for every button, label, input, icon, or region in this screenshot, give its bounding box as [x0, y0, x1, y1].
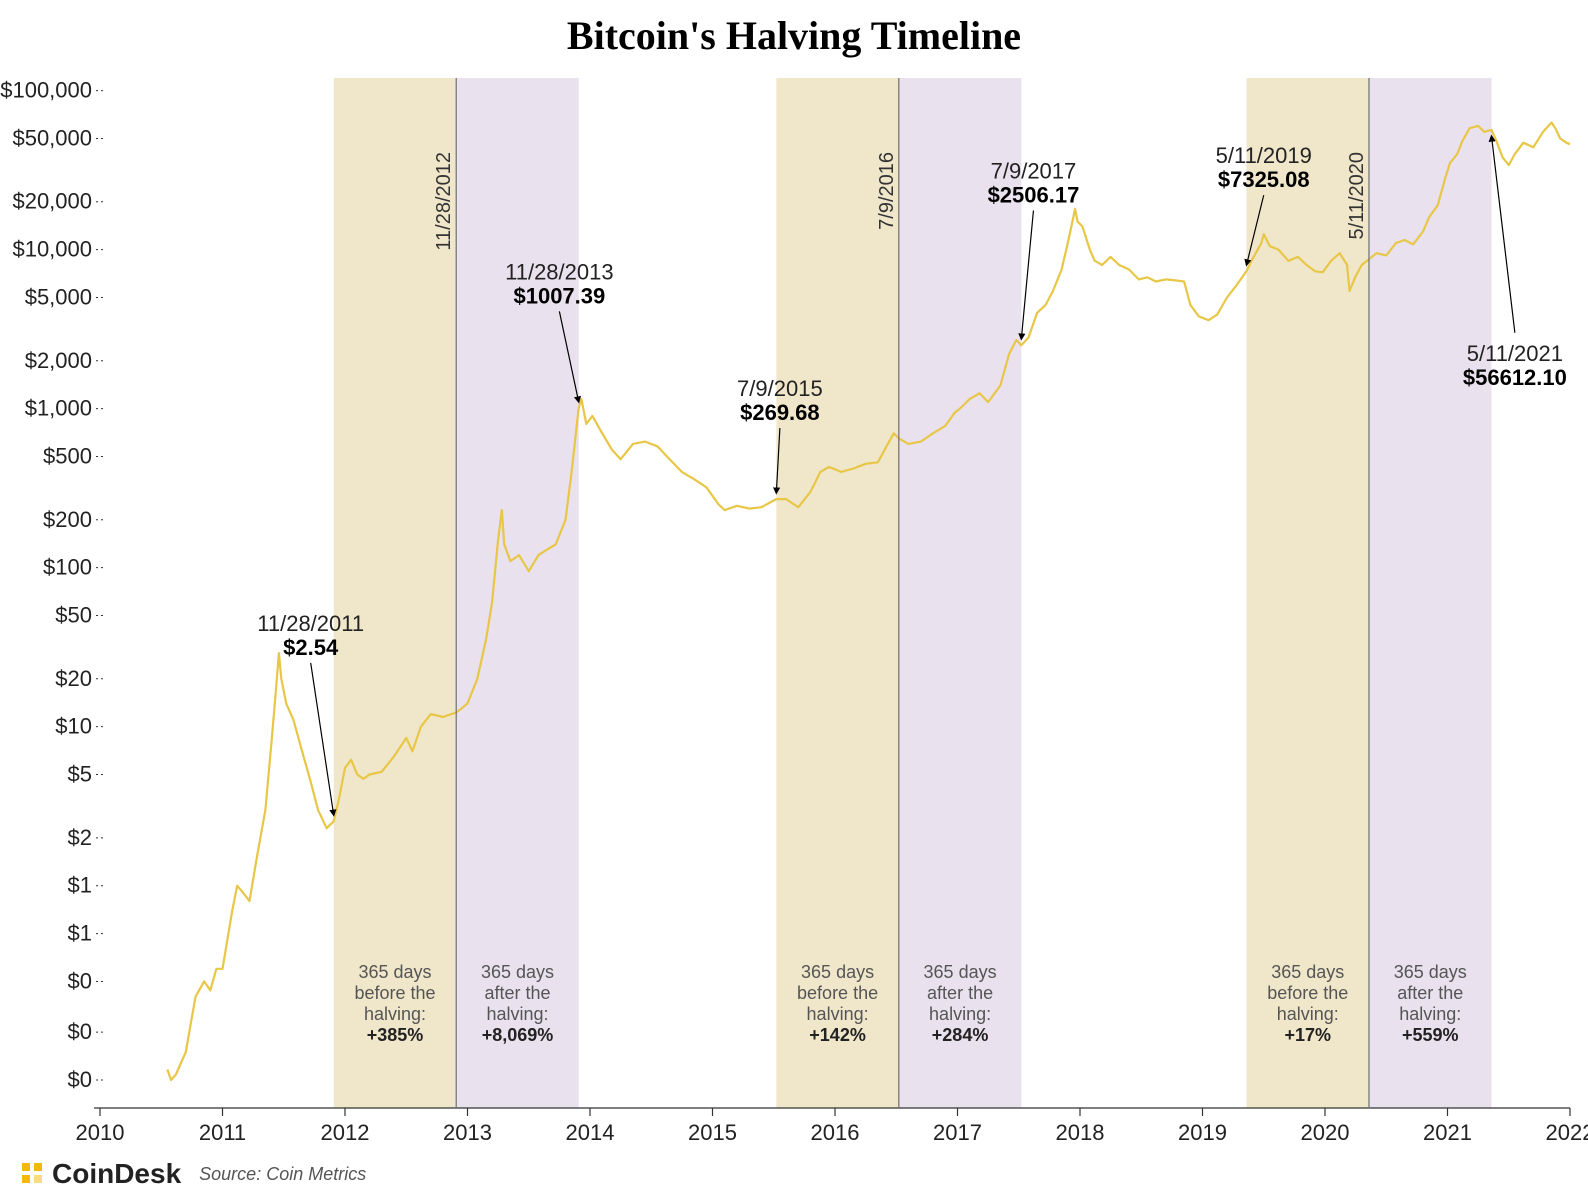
x-tick-label: 2015: [688, 1120, 737, 1145]
band-pct: +17%: [1284, 1025, 1331, 1045]
y-tick-label: $20: [55, 666, 92, 691]
chart-svg: 365 daysbefore thehalving:+385%365 daysa…: [0, 0, 1588, 1198]
band-label: 365 days: [801, 962, 874, 982]
x-tick-label: 2014: [566, 1120, 615, 1145]
band-label: before the: [797, 983, 878, 1003]
annotation-value: $2.54: [283, 635, 339, 660]
halving-date: 5/11/2020: [1346, 152, 1368, 240]
halving-date: 7/9/2016: [876, 152, 898, 230]
band-label: 365 days: [481, 962, 554, 982]
annotation-arrow: [1491, 136, 1514, 333]
x-tick-label: 2010: [76, 1120, 125, 1145]
annotation-date: 7/9/2015: [737, 376, 823, 401]
x-tick-label: 2016: [811, 1120, 860, 1145]
y-tick-label: $2: [68, 825, 92, 850]
y-tick-label: $0: [68, 1019, 92, 1044]
band-label: after the: [927, 983, 993, 1003]
annotation-value: $7325.08: [1218, 167, 1310, 192]
halving-band: [456, 78, 578, 1108]
annotation-date: 5/11/2021: [1467, 341, 1563, 366]
y-tick-label: $1,000: [25, 396, 92, 421]
band-pct: +8,069%: [482, 1025, 554, 1045]
band-label: halving:: [364, 1004, 426, 1024]
y-tick-label: $1: [68, 873, 92, 898]
halving-band: [776, 78, 899, 1108]
band-label: 365 days: [1271, 962, 1344, 982]
annotation-date: 11/28/2013: [505, 259, 613, 284]
x-tick-label: 2021: [1423, 1120, 1472, 1145]
annotation-value: $56612.10: [1463, 365, 1567, 390]
band-label: 365 days: [924, 962, 997, 982]
annotation-date: 7/9/2017: [991, 159, 1077, 184]
band-label: before the: [1267, 983, 1348, 1003]
y-tick-label: $50: [55, 603, 92, 628]
y-tick-label: $5,000: [25, 284, 92, 309]
x-tick-label: 2020: [1301, 1120, 1350, 1145]
y-tick-label: $10: [55, 714, 92, 739]
coindesk-logo-icon: [20, 1161, 46, 1187]
band-label: halving:: [1277, 1004, 1339, 1024]
annotation-arrow: [1021, 211, 1033, 340]
x-tick-label: 2012: [321, 1120, 370, 1145]
y-tick-label: $10,000: [12, 237, 92, 262]
y-tick-label: $200: [43, 507, 92, 532]
band-pct: +559%: [1402, 1025, 1459, 1045]
halving-band: [1369, 78, 1492, 1108]
coindesk-logo: CoinDesk: [20, 1158, 181, 1190]
y-tick-label: $100: [43, 555, 92, 580]
band-label: 365 days: [1394, 962, 1467, 982]
band-label: halving:: [1399, 1004, 1461, 1024]
halving-band: [899, 78, 1022, 1108]
band-label: halving:: [486, 1004, 548, 1024]
chart-container: Bitcoin's Halving Timeline 365 daysbefor…: [0, 0, 1588, 1198]
band-pct: +142%: [809, 1025, 866, 1045]
y-tick-label: $500: [43, 444, 92, 469]
band-label: after the: [484, 983, 550, 1003]
y-tick-label: $2,000: [25, 348, 92, 373]
source-attribution: Source: Coin Metrics: [199, 1164, 366, 1185]
coindesk-logo-text: CoinDesk: [52, 1158, 181, 1190]
y-tick-label: $5: [68, 762, 92, 787]
x-tick-label: 2022: [1546, 1120, 1588, 1145]
y-tick-label: $0: [68, 1067, 92, 1092]
x-tick-label: 2013: [443, 1120, 492, 1145]
chart-title: Bitcoin's Halving Timeline: [0, 12, 1588, 59]
y-tick-label: $100,000: [0, 78, 92, 103]
band-pct: +385%: [367, 1025, 424, 1045]
annotation-date: 5/11/2019: [1216, 143, 1312, 168]
x-tick-label: 2019: [1178, 1120, 1227, 1145]
y-tick-label: $0: [68, 968, 92, 993]
band-label: before the: [354, 983, 435, 1003]
x-tick-label: 2011: [199, 1120, 246, 1145]
annotation-date: 11/28/2011: [257, 611, 364, 636]
y-tick-label: $50,000: [12, 125, 92, 150]
annotation-value: $1007.39: [513, 283, 605, 308]
band-label: halving:: [929, 1004, 991, 1024]
annotation-value: $2506.17: [988, 183, 1080, 208]
y-tick-label: $20,000: [12, 189, 92, 214]
band-label: halving:: [807, 1004, 869, 1024]
band-label: after the: [1397, 983, 1463, 1003]
x-tick-label: 2017: [933, 1120, 982, 1145]
x-tick-label: 2018: [1056, 1120, 1105, 1145]
annotation-value: $269.68: [740, 400, 820, 425]
halving-date: 11/28/2012: [433, 152, 455, 251]
band-pct: +284%: [932, 1025, 989, 1045]
y-tick-label: $1: [68, 921, 92, 946]
footer: CoinDesk Source: Coin Metrics: [20, 1158, 366, 1190]
band-label: 365 days: [358, 962, 431, 982]
